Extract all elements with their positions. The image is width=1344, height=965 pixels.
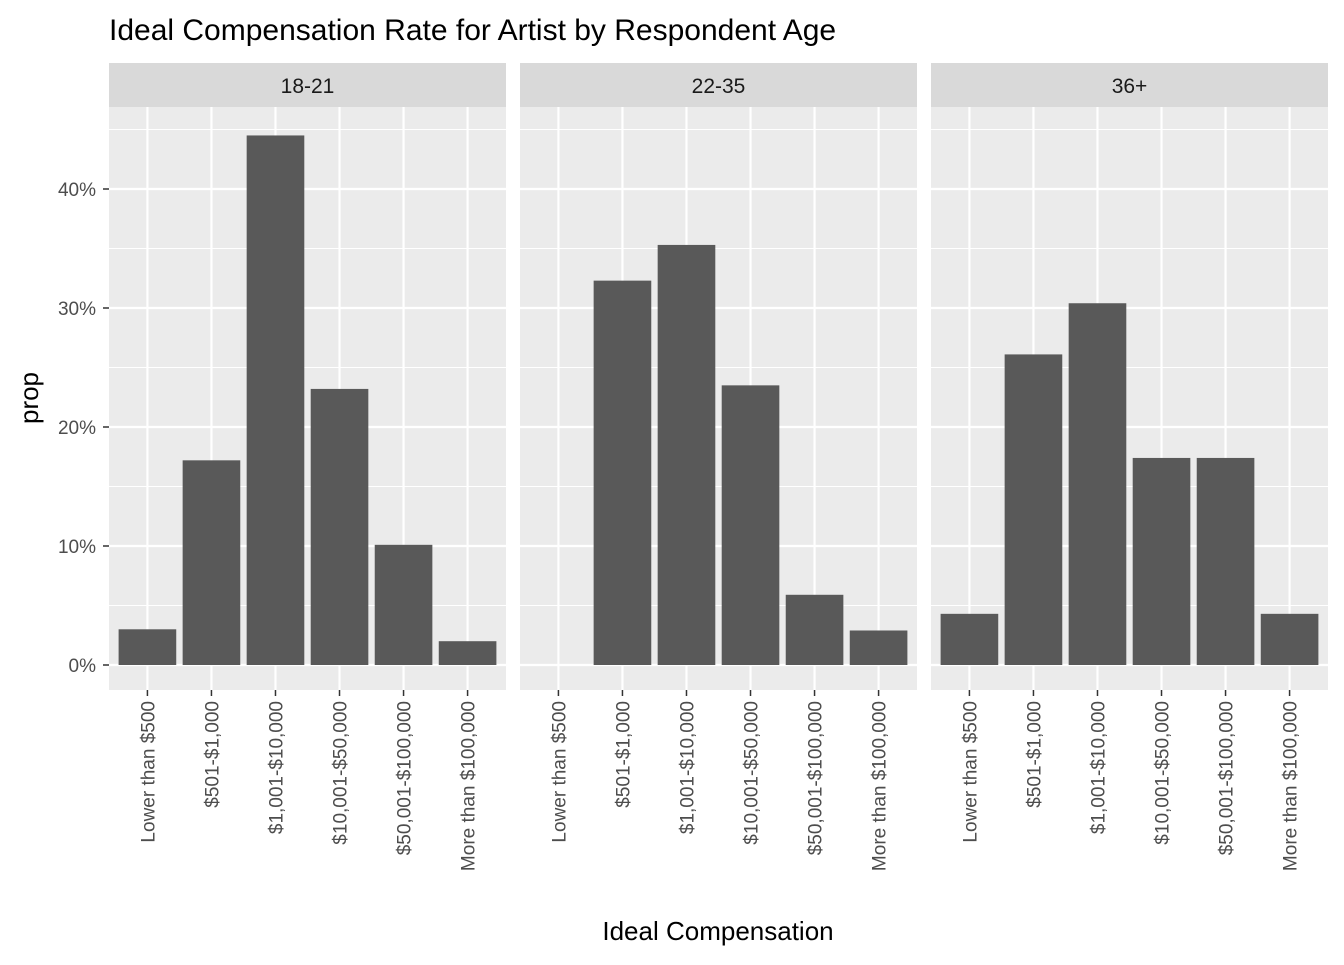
bar-36+-3: [1068, 303, 1127, 665]
y-tick-label: 10%: [58, 537, 96, 558]
x-tick-label: $10,001-$50,000: [331, 701, 352, 845]
x-tick-label: Lower than $500: [138, 701, 159, 843]
x-tick-label: More than $100,000: [870, 701, 891, 871]
bar-36+-5: [1196, 457, 1255, 665]
bar-18-21-3: [246, 135, 305, 665]
facet-strip-label: 36+: [1112, 75, 1148, 98]
bar-22-35-6: [849, 630, 908, 665]
x-tick-label: $1,001-$10,000: [266, 701, 287, 834]
y-axis: 0% 10% 20% 30% 40%: [58, 180, 109, 677]
bar-36+-2: [1004, 354, 1063, 665]
x-tick-label: More than $100,000: [459, 701, 480, 871]
bar-18-21-2: [182, 460, 241, 665]
x-tick-label: $50,001-$100,000: [1217, 701, 1238, 855]
x-tick-label: $1,001-$10,000: [677, 701, 698, 834]
x-tick-label: $1,001-$10,000: [1088, 701, 1109, 834]
chart-title: Ideal Compensation Rate for Artist by Re…: [109, 14, 836, 47]
bar-36+-1: [940, 613, 999, 665]
x-tick-label: $501-$1,000: [613, 701, 634, 808]
x-tick-label: Lower than $500: [549, 701, 570, 843]
x-tick-label: $10,001-$50,000: [1153, 701, 1174, 845]
x-tick-label: $501-$1,000: [1024, 701, 1045, 808]
facet-panels: 18-21 Lower than $500 $501-$1,000 $1,001-$1…: [109, 63, 1328, 871]
facet-panel-18-21: 18-21 Lower than $500 $501-$1,000 $1,001-$1…: [109, 63, 506, 871]
bar-18-21-6: [438, 641, 497, 665]
x-tick-label: More than $100,000: [1281, 701, 1302, 871]
panel-background: [931, 107, 1328, 690]
bar-22-35-4: [721, 385, 780, 665]
panel-background: [109, 107, 506, 690]
y-axis-title: prop: [14, 372, 44, 424]
bar-22-35-3: [657, 244, 716, 665]
y-tick-label: 40%: [58, 180, 96, 201]
facet-strip: [520, 63, 917, 107]
facet-strip-label: 18-21: [281, 75, 335, 98]
x-tick-label: Lower than $500: [960, 701, 981, 843]
x-tick-label: $50,001-$100,000: [395, 701, 416, 855]
bar-18-21-4: [310, 388, 369, 665]
y-tick-label: 20%: [58, 418, 96, 439]
bar-22-35-2: [593, 280, 652, 665]
facet-strip: [109, 63, 506, 107]
bar-22-35-5: [785, 594, 844, 665]
x-tick-label: $10,001-$50,000: [742, 701, 763, 845]
x-tick-label: $50,001-$100,000: [806, 701, 827, 855]
x-tick-label: $501-$1,000: [202, 701, 223, 808]
bar-18-21-1: [118, 629, 177, 665]
x-axis-title: Ideal Compensation: [602, 916, 833, 946]
y-tick-label: 0%: [69, 656, 97, 677]
y-tick-label: 30%: [58, 299, 96, 320]
bar-36+-4: [1132, 457, 1191, 665]
panel-background: [520, 107, 917, 690]
bar-18-21-5: [374, 544, 433, 665]
facet-strip-label: 22-35: [692, 75, 746, 98]
facet-panel-22-35: 22-35 Lower than $500 $501-$1,000 $1,001-$1…: [520, 63, 917, 871]
facet-strip: [931, 63, 1328, 107]
facet-panel-36+: 36+ Lower than $500 $501-$1,000 $1,001-$10,…: [931, 63, 1328, 871]
bar-36+-6: [1260, 613, 1319, 665]
